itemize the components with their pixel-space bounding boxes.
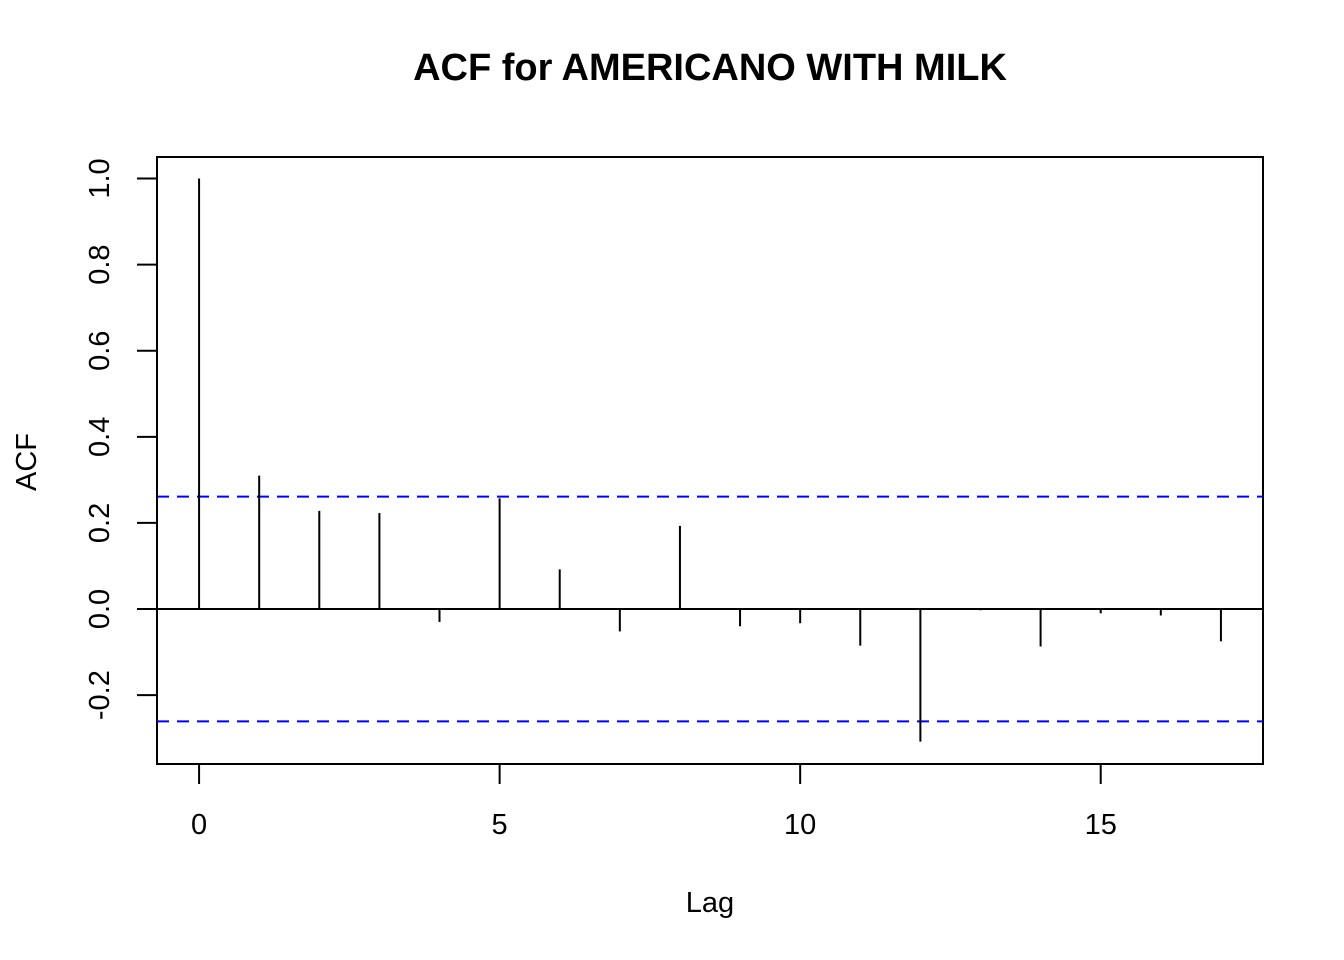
y-tick-label-3: 0.4 [84,417,116,457]
x-tick-label-0: 0 [191,809,207,841]
x-axis: 0 5 10 15 [191,763,1117,841]
y-axis-label: ACF [11,433,43,491]
chart-marks [157,178,1263,742]
y-tick-label-1: 0.0 [84,589,116,629]
x-tick-label-5: 5 [492,809,508,841]
y-tick-label-6: 1.0 [84,158,116,198]
x-axis-label: Lag [686,887,734,919]
x-tick-label-15: 15 [1085,809,1117,841]
y-tick-label-4: 0.6 [84,331,116,371]
x-tick-label-10: 10 [784,809,816,841]
y-tick-label-0: -0.2 [84,670,116,720]
chart-title: ACF for AMERICANO WITH MILK [413,47,1007,89]
y-tick-label-2: 0.2 [84,503,116,543]
y-axis: -0.2 0.0 0.2 0.4 0.6 0.8 1.0 [84,158,158,720]
y-tick-label-5: 0.8 [84,244,116,284]
plot-frame [156,156,1264,765]
